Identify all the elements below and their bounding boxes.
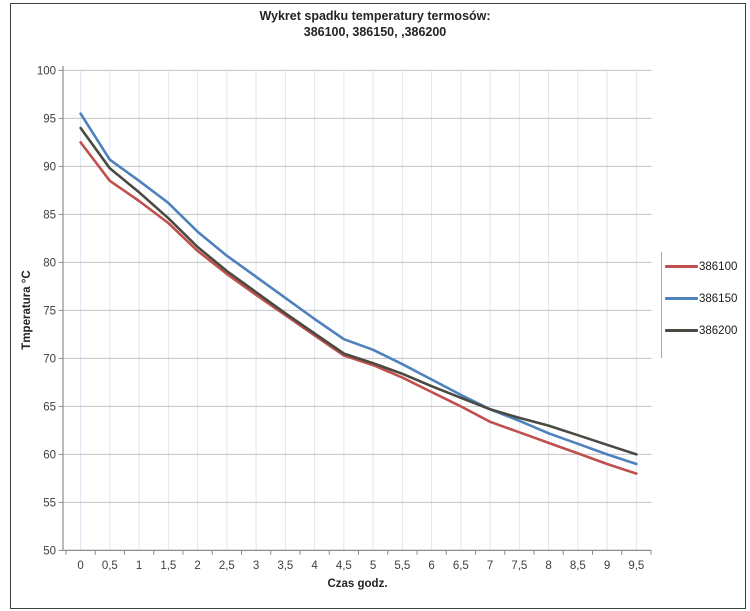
series-line-386100 [79,141,638,475]
legend-label: 386100 [699,260,738,273]
x-tick-label: 5,5 [394,560,410,572]
x-tick-label: 9,5 [628,560,644,572]
legend-item-386200: 386200 [665,321,737,340]
legend-swatch-386100 [665,265,698,268]
y-tick-label: 60 [43,449,56,461]
x-tick-label: 2,5 [219,560,235,572]
x-tick-label: 0,5 [102,560,118,572]
x-tick-label: 2 [194,560,200,572]
x-tick-label: 7 [487,560,493,572]
legend-label: 386200 [699,324,738,337]
x-tick-label: 6,5 [453,560,469,572]
x-tick-label: 5 [370,560,376,572]
legend-swatch-386200 [665,329,698,332]
y-tick-label: 80 [43,257,56,269]
y-tick-label: 65 [43,401,56,413]
x-tick-label: 9 [604,560,610,572]
x-tick-label: 4 [311,560,318,572]
y-tick-label: 75 [43,305,56,317]
x-tick-label: 8 [545,560,551,572]
x-tick-label: 1,5 [160,560,176,572]
series-line-386200 [79,126,638,456]
y-tick-label: 95 [43,113,56,125]
legend-item-386100: 386100 [665,257,737,276]
chart-border [10,3,746,609]
x-tick-label: 6 [428,560,434,572]
x-tick-label: 1 [136,560,142,572]
x-tick-label: 3,5 [277,560,293,572]
x-tick-label: 7,5 [511,560,527,572]
legend-item-386150: 386150 [665,289,737,308]
legend-swatch-386150 [665,297,698,300]
chart-title-line2: 386100, 386150, ,386200 [303,24,447,39]
legend-label: 386150 [699,292,738,305]
y-tick-label: 85 [43,209,56,221]
y-tick-label: 90 [43,161,56,173]
y-tick-label: 70 [43,353,56,365]
chart-title: Wykret spadku temperatury termosów: 3861… [0,9,750,40]
legend: 386100 386150 386200 [665,257,737,353]
series-line-386150 [79,112,638,466]
y-tick-label: 55 [43,497,56,509]
x-tick-label: 0 [77,560,83,572]
chart-title-line1: Wykret spadku temperatury termosów: [259,9,491,23]
x-tick-label: 3 [253,560,259,572]
x-tick-label: 4,5 [336,560,352,572]
y-tick-label: 50 [43,545,56,557]
x-tick-label: 8,5 [570,560,586,572]
y-tick-label: 100 [37,65,56,77]
x-axis-title: Czas godz. [327,578,388,590]
